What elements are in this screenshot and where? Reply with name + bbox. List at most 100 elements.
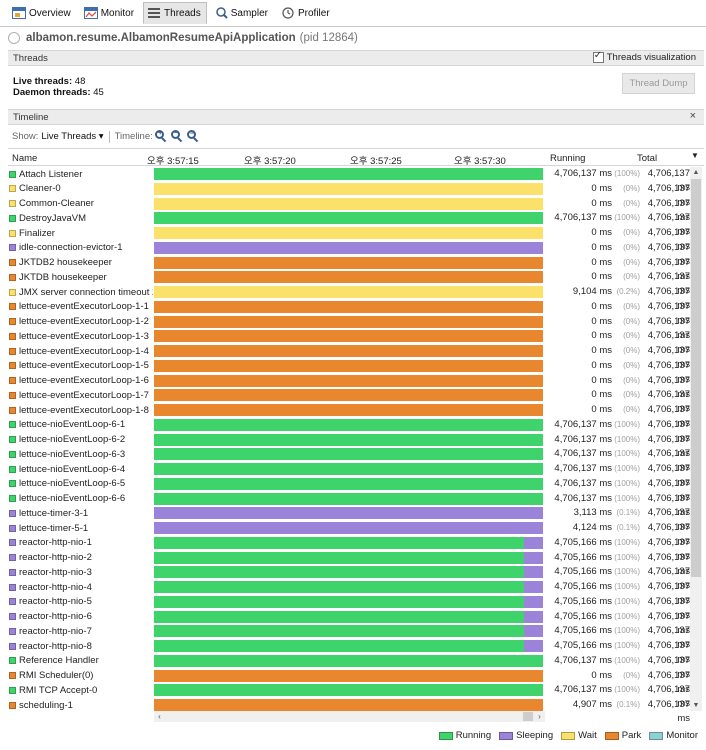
table-row[interactable]: lettuce-nioEventLoop-6-5 4,706,137 ms (100… xyxy=(8,477,690,503)
table-row[interactable]: lettuce-nioEventLoop-6-6 4,706,137 ms (100… xyxy=(8,492,690,518)
table-row[interactable]: reactor-http-nio-2 4,705,166 ms (100%) 4,70… xyxy=(8,551,690,577)
table-row[interactable]: lettuce-eventExecutorLoop-1-4 0 ms (0%) 4,7… xyxy=(8,344,690,370)
vertical-scrollbar-thumb[interactable] xyxy=(691,179,701,577)
tab-monitor[interactable]: Monitor xyxy=(80,2,140,24)
scroll-down-icon[interactable]: ▼ xyxy=(692,702,700,709)
column-menu-icon[interactable]: ▼ xyxy=(691,151,699,160)
overview-icon xyxy=(12,7,26,19)
table-row[interactable]: lettuce-timer-3-1 3,113 ms (0.1%) 4,706,137… xyxy=(8,506,690,532)
total-time: 4,706,137 ms xyxy=(647,699,690,724)
table-row[interactable]: RMI Scheduler(0) 0 ms (0%) 4,706,137 ms xyxy=(8,669,690,695)
thread-name-cell: lettuce-eventExecutorLoop-1-5 xyxy=(8,359,153,373)
table-row[interactable]: JKTDB housekeeper 0 ms (0%) 4,706,137 ms xyxy=(8,270,690,297)
thread-state-icon xyxy=(9,657,16,665)
table-row[interactable]: Attach Listener 4,706,137 ms (100%) 4,706,1… xyxy=(8,167,690,193)
table-row[interactable]: lettuce-eventExecutorLoop-1-1 0 ms (0%) 4,7… xyxy=(8,300,690,326)
tab-sampler[interactable]: Sampler xyxy=(210,2,274,24)
vertical-scrollbar[interactable]: ▲ ▼ xyxy=(690,167,702,711)
thread-name-cell: reactor-http-nio-8 xyxy=(8,639,153,653)
thread-state-icon xyxy=(9,288,16,296)
running-percent: (0%) xyxy=(623,242,640,252)
zoom-in-icon[interactable]: + xyxy=(154,128,169,143)
thread-dump-button[interactable]: Thread Dump xyxy=(622,73,695,94)
column-name[interactable]: Name xyxy=(12,153,38,164)
threads-section-header: Threads Threads visualization xyxy=(8,50,704,66)
running-time: 4,705,166 ms xyxy=(554,566,612,578)
table-row[interactable]: lettuce-eventExecutorLoop-1-6 0 ms (0%) 4,7… xyxy=(8,374,690,400)
table-row[interactable]: lettuce-eventExecutorLoop-1-2 0 ms (0%) 4,7… xyxy=(8,315,690,341)
zoom-out-icon[interactable]: − xyxy=(170,128,185,143)
application-status-icon xyxy=(8,32,20,44)
table-row[interactable]: reactor-http-nio-5 4,705,166 ms (100%) 4,70… xyxy=(8,595,690,621)
thread-state-icon xyxy=(9,554,16,561)
column-total[interactable]: Total xyxy=(637,153,658,164)
legend-swatch-icon xyxy=(438,731,453,740)
tab-profiler[interactable]: Profiler xyxy=(277,2,336,24)
total-time: 4,706,137 ms xyxy=(647,389,690,415)
table-row[interactable]: lettuce-nioEventLoop-6-3 4,706,137 ms (100… xyxy=(8,447,690,473)
table-row[interactable]: Reference Handler 4,706,137 ms (100%) 4,706… xyxy=(8,654,690,680)
running-time: 0 ms xyxy=(591,315,612,327)
timeline-segment-park xyxy=(154,315,543,328)
table-row[interactable]: lettuce-eventExecutorLoop-1-7 0 ms (0%) 4,7… xyxy=(8,388,690,415)
table-row[interactable]: lettuce-eventExecutorLoop-1-5 0 ms (0%) 4,7… xyxy=(8,359,690,385)
horizontal-scrollbar-thumb[interactable] xyxy=(523,712,533,721)
table-row[interactable]: lettuce-eventExecutorLoop-1-3 0 ms (0%) 4,7… xyxy=(8,329,690,355)
running-time: 0 ms xyxy=(591,345,612,356)
scroll-left-icon[interactable]: ‹ xyxy=(158,712,161,721)
table-row[interactable]: scheduling-1 4,907 ms (0.1%) 4,706,137 ms xyxy=(8,698,690,724)
table-row[interactable]: Common-Cleaner 0 ms (0%) 4,706,137 ms xyxy=(8,197,690,223)
total-time: 4,706,137 ms xyxy=(647,271,690,297)
table-row[interactable]: reactor-http-nio-4 4,705,166 ms (100%) 4,70… xyxy=(8,580,690,606)
running-time: 4,705,166 ms xyxy=(554,610,612,622)
table-row[interactable]: RMI TCP Accept-0 4,706,137 ms (100%) 4,706,… xyxy=(8,683,690,709)
thread-timeline-bar xyxy=(154,610,543,623)
running-time: 4,705,166 ms xyxy=(554,640,612,651)
column-running[interactable]: Running xyxy=(550,153,586,164)
threads-section-title: Threads xyxy=(13,52,48,64)
table-row[interactable]: JMX server connection timeout 298 9,104 m… xyxy=(8,285,690,311)
table-row[interactable]: Cleaner-0 0 ms (0%) 4,706,137 ms xyxy=(8,182,690,208)
zoom-fit-icon[interactable]: = xyxy=(186,128,201,143)
thread-state-icon xyxy=(9,377,16,384)
table-row[interactable]: lettuce-nioEventLoop-6-2 4,706,137 ms (100… xyxy=(8,433,690,459)
scroll-right-icon[interactable]: › xyxy=(538,712,541,721)
table-row[interactable]: reactor-http-nio-6 4,705,166 ms (100%) 4,70… xyxy=(8,610,690,636)
total-time: 4,706,137 ms xyxy=(647,595,690,621)
table-row[interactable]: lettuce-nioEventLoop-6-4 4,706,137 ms (100… xyxy=(8,462,690,488)
thread-name-cell: JMX server connection timeout 298 xyxy=(8,285,153,299)
running-percent: (100%) xyxy=(614,419,640,429)
table-row[interactable]: reactor-http-nio-1 4,705,166 ms (100%) 4,70… xyxy=(8,536,690,562)
timeline-segment-sleeping xyxy=(523,595,543,608)
running-percent: (100%) xyxy=(614,213,640,223)
table-row[interactable]: idle-connection-evictor-1 0 ms (0%) 4,706,1… xyxy=(8,241,690,267)
tab-overview[interactable]: Overview xyxy=(8,2,77,24)
table-row[interactable]: reactor-http-nio-3 4,705,166 ms (100%) 4,70… xyxy=(8,565,690,591)
table-row[interactable]: reactor-http-nio-7 4,705,166 ms (100%) 4,70… xyxy=(8,624,690,650)
thread-name: reactor-http-nio-6 xyxy=(19,611,92,622)
table-row[interactable]: lettuce-eventExecutorLoop-1-8 0 ms (0%) 4,7… xyxy=(8,403,690,429)
total-time: 4,706,137 ms xyxy=(647,197,690,223)
application-pid: (pid 12864) xyxy=(299,32,358,44)
timeline-segment-running xyxy=(154,595,524,608)
horizontal-scrollbar[interactable]: ‹ › xyxy=(154,711,545,722)
table-row[interactable]: lettuce-timer-5-1 4,124 ms (0.1%) 4,706,137… xyxy=(8,521,690,547)
table-row[interactable]: reactor-http-nio-8 4,705,166 ms (100%) 4,70… xyxy=(8,639,690,665)
running-percent: (0%) xyxy=(623,670,640,680)
threads-visualization-toggle[interactable]: Threads visualization xyxy=(592,50,696,63)
checkbox-checked-icon[interactable] xyxy=(592,50,604,63)
timeline-segment-park xyxy=(154,330,543,343)
thread-name-cell: lettuce-timer-3-1 xyxy=(8,506,153,520)
table-header: Name 오후 3:57:15 오후 3:57:20 오후 3:57:25 오후… xyxy=(8,148,704,167)
close-icon[interactable]: × xyxy=(689,110,696,122)
running-time: 4,706,137 ms xyxy=(554,654,612,666)
scroll-up-icon[interactable]: ▲ xyxy=(692,169,700,176)
table-row[interactable]: JKTDB2 housekeeper 0 ms (0%) 4,706,137 ms xyxy=(8,256,690,282)
tab-threads[interactable]: Threads xyxy=(143,2,207,24)
table-row[interactable]: lettuce-nioEventLoop-6-1 4,706,137 ms (100… xyxy=(8,418,690,444)
thread-state-icon xyxy=(9,524,16,532)
table-row[interactable]: Finalizer 0 ms (0%) 4,706,137 ms xyxy=(8,226,690,252)
thread-name: lettuce-eventExecutorLoop-1-1 xyxy=(19,301,149,313)
show-dropdown[interactable]: Live Threads ▾ xyxy=(41,131,103,142)
table-row[interactable]: DestroyJavaVM 4,706,137 ms (100%) 4,706,137… xyxy=(8,211,690,237)
